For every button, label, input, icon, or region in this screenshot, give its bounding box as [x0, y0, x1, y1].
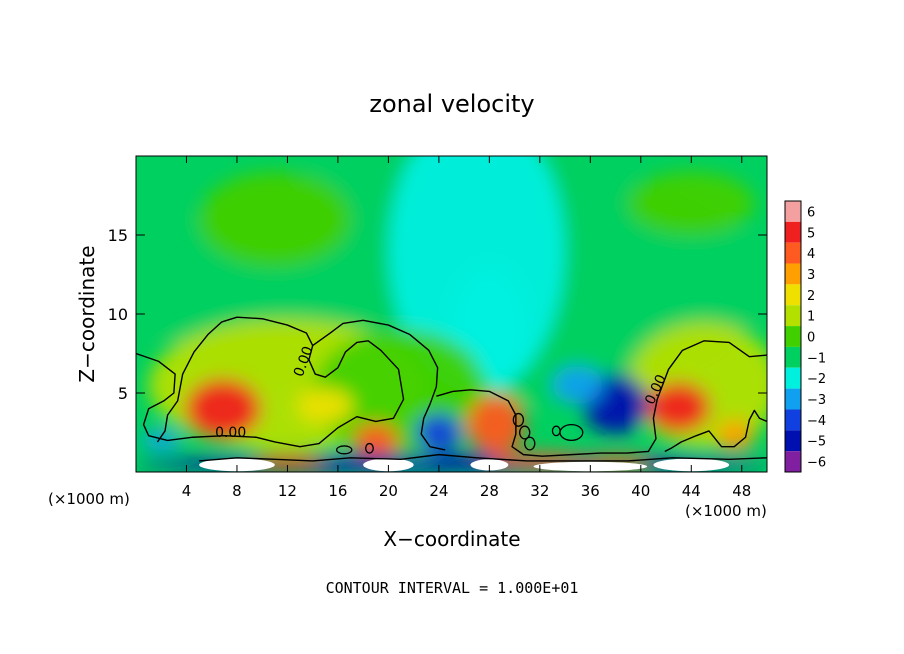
- y-tick-label: 5: [118, 384, 128, 403]
- velocity-blob: [353, 423, 399, 458]
- colorbar-tick-label: 4: [807, 247, 815, 262]
- contour-loop: [518, 425, 531, 440]
- colorbar-swatch: [785, 305, 801, 327]
- terrain-gap: [653, 458, 730, 472]
- colorbar-swatch: [785, 430, 801, 452]
- colorbar-tick-label: 0: [807, 331, 815, 346]
- y-axis-label: Z−coordinate: [75, 245, 99, 382]
- contour-loop: [336, 445, 353, 455]
- velocity-blob: [476, 342, 528, 381]
- colorbar-swatch: [785, 201, 801, 222]
- x-tick-label: 20: [379, 482, 398, 500]
- zero-contour-line: [156, 316, 314, 443]
- colorbar-tick-label: 3: [807, 268, 815, 283]
- velocity-blob: [185, 378, 261, 439]
- colorbar-swatch: [785, 409, 801, 431]
- x-unit-left: (×1000 m): [48, 490, 130, 508]
- colorbar-tick-label: 5: [807, 226, 815, 241]
- x-axis-label: X−coordinate: [383, 527, 520, 551]
- velocity-blob: [297, 388, 354, 424]
- y-tick-label: 15: [108, 226, 128, 245]
- x-tick-label: 32: [530, 482, 549, 500]
- zero-contour-line: [199, 453, 767, 462]
- y-axis: 5 10 15: [108, 226, 767, 403]
- contour-label: 0.00: [215, 425, 246, 441]
- velocity-blob: [199, 171, 351, 267]
- colorbar-tick-label: 1: [807, 310, 815, 325]
- velocity-blob: [466, 394, 525, 455]
- terrain-gap: [199, 458, 275, 472]
- colorbar-frame: [784, 200, 802, 473]
- x-tick-label: 16: [328, 482, 347, 500]
- contour-loop: [551, 425, 561, 437]
- contour-interval-note: CONTOUR INTERVAL = 1.000E+01: [326, 579, 579, 597]
- colorbar-swatch: [785, 263, 801, 285]
- colorbar-swatch: [785, 388, 801, 410]
- x-tick-label: 4: [182, 482, 192, 500]
- zero-contours: [136, 316, 767, 462]
- terrain-gap: [470, 459, 509, 471]
- x-axis: 4 8 12 16 20 24 28 32 36 40 44 48: [182, 156, 751, 500]
- y-tick-label: 10: [108, 305, 128, 324]
- velocity-blob: [628, 171, 755, 235]
- colorbar-tick-label: −5: [807, 435, 826, 450]
- velocity-blob: [716, 419, 755, 452]
- colorbar-swatch: [785, 451, 801, 472]
- terrain-gap: [363, 458, 414, 472]
- chart-title: zonal velocity: [369, 90, 534, 118]
- colorbar: 6 5 4 3 2 1 0 −1 −2 −3 −4 −5 −6: [784, 200, 826, 473]
- x-unit-right: (×1000 m): [685, 502, 767, 520]
- velocity-field: [136, 156, 767, 472]
- contour-loop: [524, 436, 536, 451]
- velocity-blobs: [136, 156, 767, 472]
- colorbar-tick-label: 2: [807, 289, 815, 304]
- colorbar-swatch: [785, 242, 801, 264]
- colorbar-swatch: [785, 326, 801, 347]
- zero-contour-line: [436, 340, 767, 457]
- colorbar-tick-label: −4: [807, 414, 826, 429]
- x-tick-label: 48: [732, 482, 751, 500]
- colorbar-swatch: [785, 346, 801, 368]
- contour-loop: [512, 412, 525, 427]
- x-tick-label: 40: [631, 482, 650, 500]
- x-tick-label: 12: [278, 482, 297, 500]
- colorbar-swatch: [785, 367, 801, 389]
- x-tick-label: 44: [682, 482, 701, 500]
- zero-contour-line: [136, 319, 446, 451]
- x-tick-label: 24: [429, 482, 448, 500]
- contour-loop: [365, 442, 374, 454]
- colorbar-tick-label: 6: [807, 205, 815, 220]
- colorbar-tick-label: −1: [807, 351, 826, 366]
- colorbar-tick-label: −3: [807, 393, 826, 408]
- x-tick-label: 36: [581, 482, 600, 500]
- colorbar-tick-label: −6: [807, 456, 826, 471]
- colorbar-swatch: [785, 284, 801, 306]
- x-tick-label: 28: [480, 482, 499, 500]
- velocity-blob: [647, 381, 711, 433]
- zero-contour-line: [664, 409, 767, 453]
- colorbar-tick-label: −2: [807, 372, 826, 387]
- velocity-blob: [552, 366, 603, 405]
- x-tick-label: 8: [232, 482, 242, 500]
- plot-area: 0.000.000.00: [135, 155, 768, 473]
- colorbar-swatch: [785, 221, 801, 243]
